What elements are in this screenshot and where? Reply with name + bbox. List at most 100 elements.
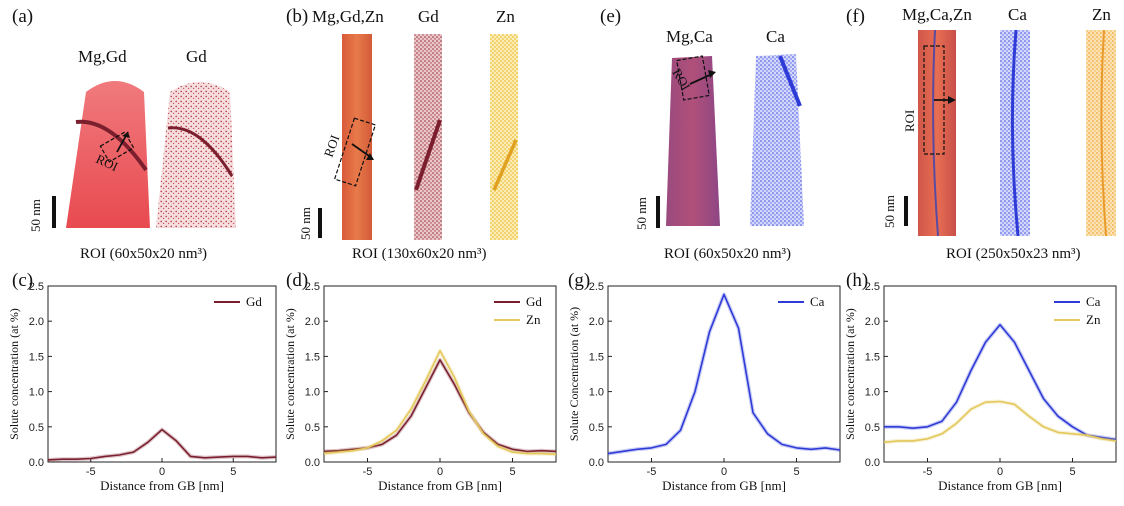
y-tick-label: 1.5 [305, 351, 320, 363]
x-tick-label: 0 [437, 466, 443, 478]
x-tick-label: 5 [509, 466, 515, 478]
y-tick-label: 2.5 [865, 281, 880, 293]
x-axis-label: Distance from GB [nm] [662, 478, 786, 493]
series-line-zn [883, 400, 1117, 444]
panel-c-letter: (c) [12, 270, 33, 291]
charts-layer: 0.0 0.5 1.0 1.5 2.0 2.5 -5 0 5 Distance from GB [… [7, 281, 1117, 493]
legend-label-gd: Gd [526, 294, 542, 309]
panel-f-letter: (f) [846, 6, 865, 27]
y-tick-label: 0.0 [865, 457, 880, 469]
y-tick-label: 2.5 [29, 281, 44, 293]
y-tick-label: 1.0 [29, 387, 44, 399]
scale-bar-label: 50 nm [882, 195, 897, 228]
y-tick-label: 2.5 [589, 281, 604, 293]
panel-a-element-label: Gd [186, 47, 207, 66]
roi-dimension-caption: ROI (60x50x20 nm³) [80, 246, 207, 262]
series-band-zn [883, 399, 1117, 445]
y-tick-label: 0.0 [589, 457, 604, 469]
chart-d: 0.0 0.5 1.0 1.5 2.0 2.5 -5 0 5 Distance from GB [… [283, 281, 557, 493]
y-tick-label: 0.5 [29, 422, 44, 434]
grain-boundary [1100, 29, 1107, 237]
scale-bar [318, 208, 322, 238]
y-axis-label: Solute Concentration (at %) [567, 307, 581, 441]
y-tick-label: 1.0 [865, 387, 880, 399]
panel-e-image: (e) Mg,Ca Ca ROI 50 nm ROI (60x50x20 nm³… [600, 6, 804, 262]
grain-boundary [932, 29, 939, 237]
y-tick-label: 0.5 [865, 422, 880, 434]
y-axis-label: Solute concentration (at %) [843, 308, 857, 440]
series-line-gd [47, 428, 277, 461]
panel-a-image: (a) Mg,Gd Gd ROI 50 nm ROI (60x50x20 nm³… [12, 6, 236, 262]
x-tick-label: 5 [793, 466, 799, 478]
panel-h-letter: (h) [846, 270, 868, 291]
x-tick-label: 0 [997, 466, 1003, 478]
y-tick-label: 0.0 [305, 457, 320, 469]
legend-label-ca: Ca [810, 294, 825, 309]
panel-b-letter: (b) [286, 6, 308, 27]
scale-bar-label: 50 nm [298, 207, 313, 240]
panel-b-element-label: Mg,Gd,Zn [312, 7, 384, 26]
chart-h: 0.0 0.5 1.0 1.5 2.0 2.5 -5 0 5 Distance from GB [… [843, 281, 1117, 493]
series-band-gd [323, 357, 557, 454]
panel-a-letter: (a) [12, 6, 33, 27]
series-band-ca [884, 322, 1117, 442]
plot-frame [47, 285, 277, 463]
panel-b-image: (b) Mg,Gd,Zn Gd Zn ROI 50 nm ROI (130x60… [286, 6, 518, 262]
panel-f-element-label: Mg,Ca,Zn [902, 5, 972, 24]
grain-boundary [414, 119, 442, 191]
roi-arrow-head [122, 132, 130, 138]
legend-label-zn: Zn [526, 312, 541, 327]
y-tick-label: 1.5 [865, 351, 880, 363]
y-tick-label: 0.0 [29, 457, 44, 469]
series-band-ca [607, 292, 841, 456]
scale-bar [52, 196, 56, 228]
x-tick-label: 5 [1069, 466, 1075, 478]
roi-box [333, 117, 377, 187]
grain-boundary [167, 126, 234, 177]
roi-label: ROI [321, 133, 343, 159]
chart-g: 0.0 0.5 1.0 1.5 2.0 2.5 -5 0 5 Distance from GB [… [567, 281, 841, 493]
roi-box [676, 55, 710, 101]
y-tick-label: 2.0 [29, 316, 44, 328]
y-tick-label: 2.0 [589, 316, 604, 328]
y-tick-label: 1.5 [29, 351, 44, 363]
plot-frame [323, 285, 557, 463]
scale-bar-label: 50 nm [634, 197, 649, 230]
roi-arrow-head [708, 70, 716, 78]
roi-arrow-head [366, 153, 374, 160]
legend-label-ca: Ca [1086, 294, 1101, 309]
grain-boundary [75, 119, 148, 172]
y-tick-label: 2.5 [305, 281, 320, 293]
panel-e-element-label: Ca [766, 27, 785, 46]
panel-g-letter: (g) [568, 270, 590, 291]
chart-c: 0.0 0.5 1.0 1.5 2.0 2.5 -5 0 5 Distance from GB [… [7, 281, 277, 493]
panel-f-image: (f) Mg,Ca,Zn Ca Zn ROI 50 nm ROI (250x50… [846, 5, 1116, 262]
roi-box [99, 131, 135, 163]
apt-tip-mg-gd [66, 81, 150, 228]
apt-tip-zn [490, 34, 518, 240]
apt-tip-gd [414, 34, 442, 240]
series-line-zn [323, 349, 557, 456]
series-band-gd [47, 427, 277, 462]
y-tick-label: 0.5 [305, 422, 320, 434]
x-tick-label: -5 [363, 466, 373, 478]
grain-boundary [1010, 29, 1020, 237]
roi-dimension-caption: ROI (60x50x20 nm³) [664, 246, 791, 262]
series-line-ca [607, 293, 841, 455]
y-tick-label: 1.5 [589, 351, 604, 363]
roi-label: ROI [902, 110, 917, 132]
y-tick-label: 2.0 [305, 316, 320, 328]
apt-tip-ca [750, 54, 804, 226]
apt-tip-mg-gd-zn [342, 34, 372, 240]
series-line-gd [323, 359, 557, 453]
y-tick-label: 1.0 [305, 387, 320, 399]
roi-arrow [689, 73, 713, 85]
y-axis-label: Solute concentration (at %) [7, 308, 21, 440]
x-axis-label: Distance from GB [nm] [378, 478, 502, 493]
scale-bar [656, 196, 660, 228]
apt-tip-mg-ca [666, 56, 720, 226]
x-axis-label: Distance from GB [nm] [100, 478, 224, 493]
roi-arrow-head [948, 96, 956, 104]
grain-boundary [492, 139, 518, 191]
